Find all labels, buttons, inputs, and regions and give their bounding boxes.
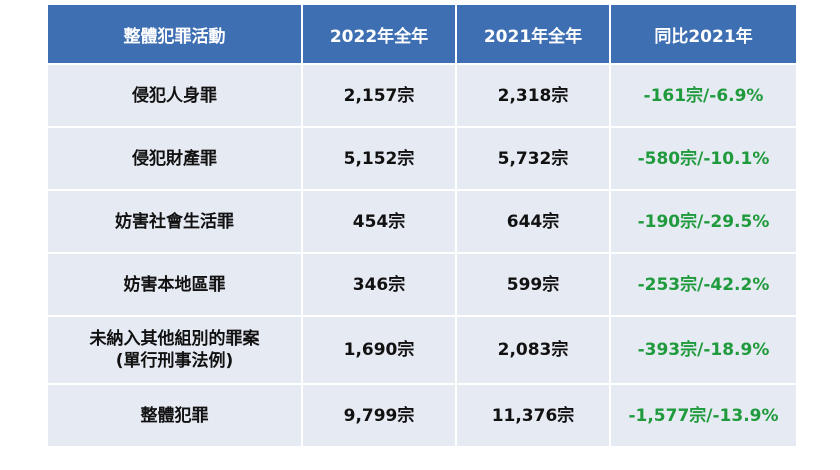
category-label: 妨害本地區罪 [123, 274, 226, 295]
category-label: 侵犯財產罪 [132, 148, 217, 169]
cell-change: -580宗/-10.1% [611, 128, 796, 189]
table-row: 侵犯財產罪 5,152宗 5,732宗 -580宗/-10.1% [48, 128, 796, 189]
cell-category: 妨害本地區罪 [48, 254, 301, 315]
cell-2021: 2,083宗 [457, 317, 609, 383]
cell-category: 未納入其他組別的罪案 (單行刑事法例) [48, 317, 301, 383]
category-label: 整體犯罪 [140, 405, 209, 426]
cell-2022: 346宗 [303, 254, 455, 315]
cell-2021: 644宗 [457, 191, 609, 252]
crime-statistics-table: 整體犯罪活動 2022年全年 2021年全年 同比2021年 侵犯人身罪 2,1… [46, 3, 798, 448]
cell-change: -253宗/-42.2% [611, 254, 796, 315]
cell-2022: 2,157宗 [303, 65, 455, 126]
cell-category: 妨害社會生活罪 [48, 191, 301, 252]
cell-change: -161宗/-6.9% [611, 65, 796, 126]
cell-2021: 5,732宗 [457, 128, 609, 189]
cell-2021: 11,376宗 [457, 385, 609, 446]
cell-2021: 2,318宗 [457, 65, 609, 126]
cell-category: 整體犯罪 [48, 385, 301, 446]
cell-change: -190宗/-29.5% [611, 191, 796, 252]
cell-2022: 1,690宗 [303, 317, 455, 383]
cell-2022: 5,152宗 [303, 128, 455, 189]
table-row-total: 整體犯罪 9,799宗 11,376宗 -1,577宗/-13.9% [48, 385, 796, 446]
category-label: 妨害社會生活罪 [115, 211, 234, 232]
table-row: 妨害本地區罪 346宗 599宗 -253宗/-42.2% [48, 254, 796, 315]
header-category: 整體犯罪活動 [48, 5, 301, 63]
header-year-2022: 2022年全年 [303, 5, 455, 63]
cell-category: 侵犯人身罪 [48, 65, 301, 126]
cell-2021: 599宗 [457, 254, 609, 315]
table-row: 侵犯人身罪 2,157宗 2,318宗 -161宗/-6.9% [48, 65, 796, 126]
table-row: 妨害社會生活罪 454宗 644宗 -190宗/-29.5% [48, 191, 796, 252]
category-label: 侵犯人身罪 [132, 85, 217, 106]
table-header-row: 整體犯罪活動 2022年全年 2021年全年 同比2021年 [48, 5, 796, 63]
cell-change: -1,577宗/-13.9% [611, 385, 796, 446]
header-year-2021: 2021年全年 [457, 5, 609, 63]
cell-2022: 9,799宗 [303, 385, 455, 446]
cell-change: -393宗/-18.9% [611, 317, 796, 383]
header-yoy-change: 同比2021年 [611, 5, 796, 63]
cell-2022: 454宗 [303, 191, 455, 252]
category-sublabel: (單行刑事法例) [115, 351, 234, 371]
category-label: 未納入其他組別的罪案 [89, 329, 260, 349]
cell-category: 侵犯財產罪 [48, 128, 301, 189]
table-row: 未納入其他組別的罪案 (單行刑事法例) 1,690宗 2,083宗 -393宗/… [48, 317, 796, 383]
